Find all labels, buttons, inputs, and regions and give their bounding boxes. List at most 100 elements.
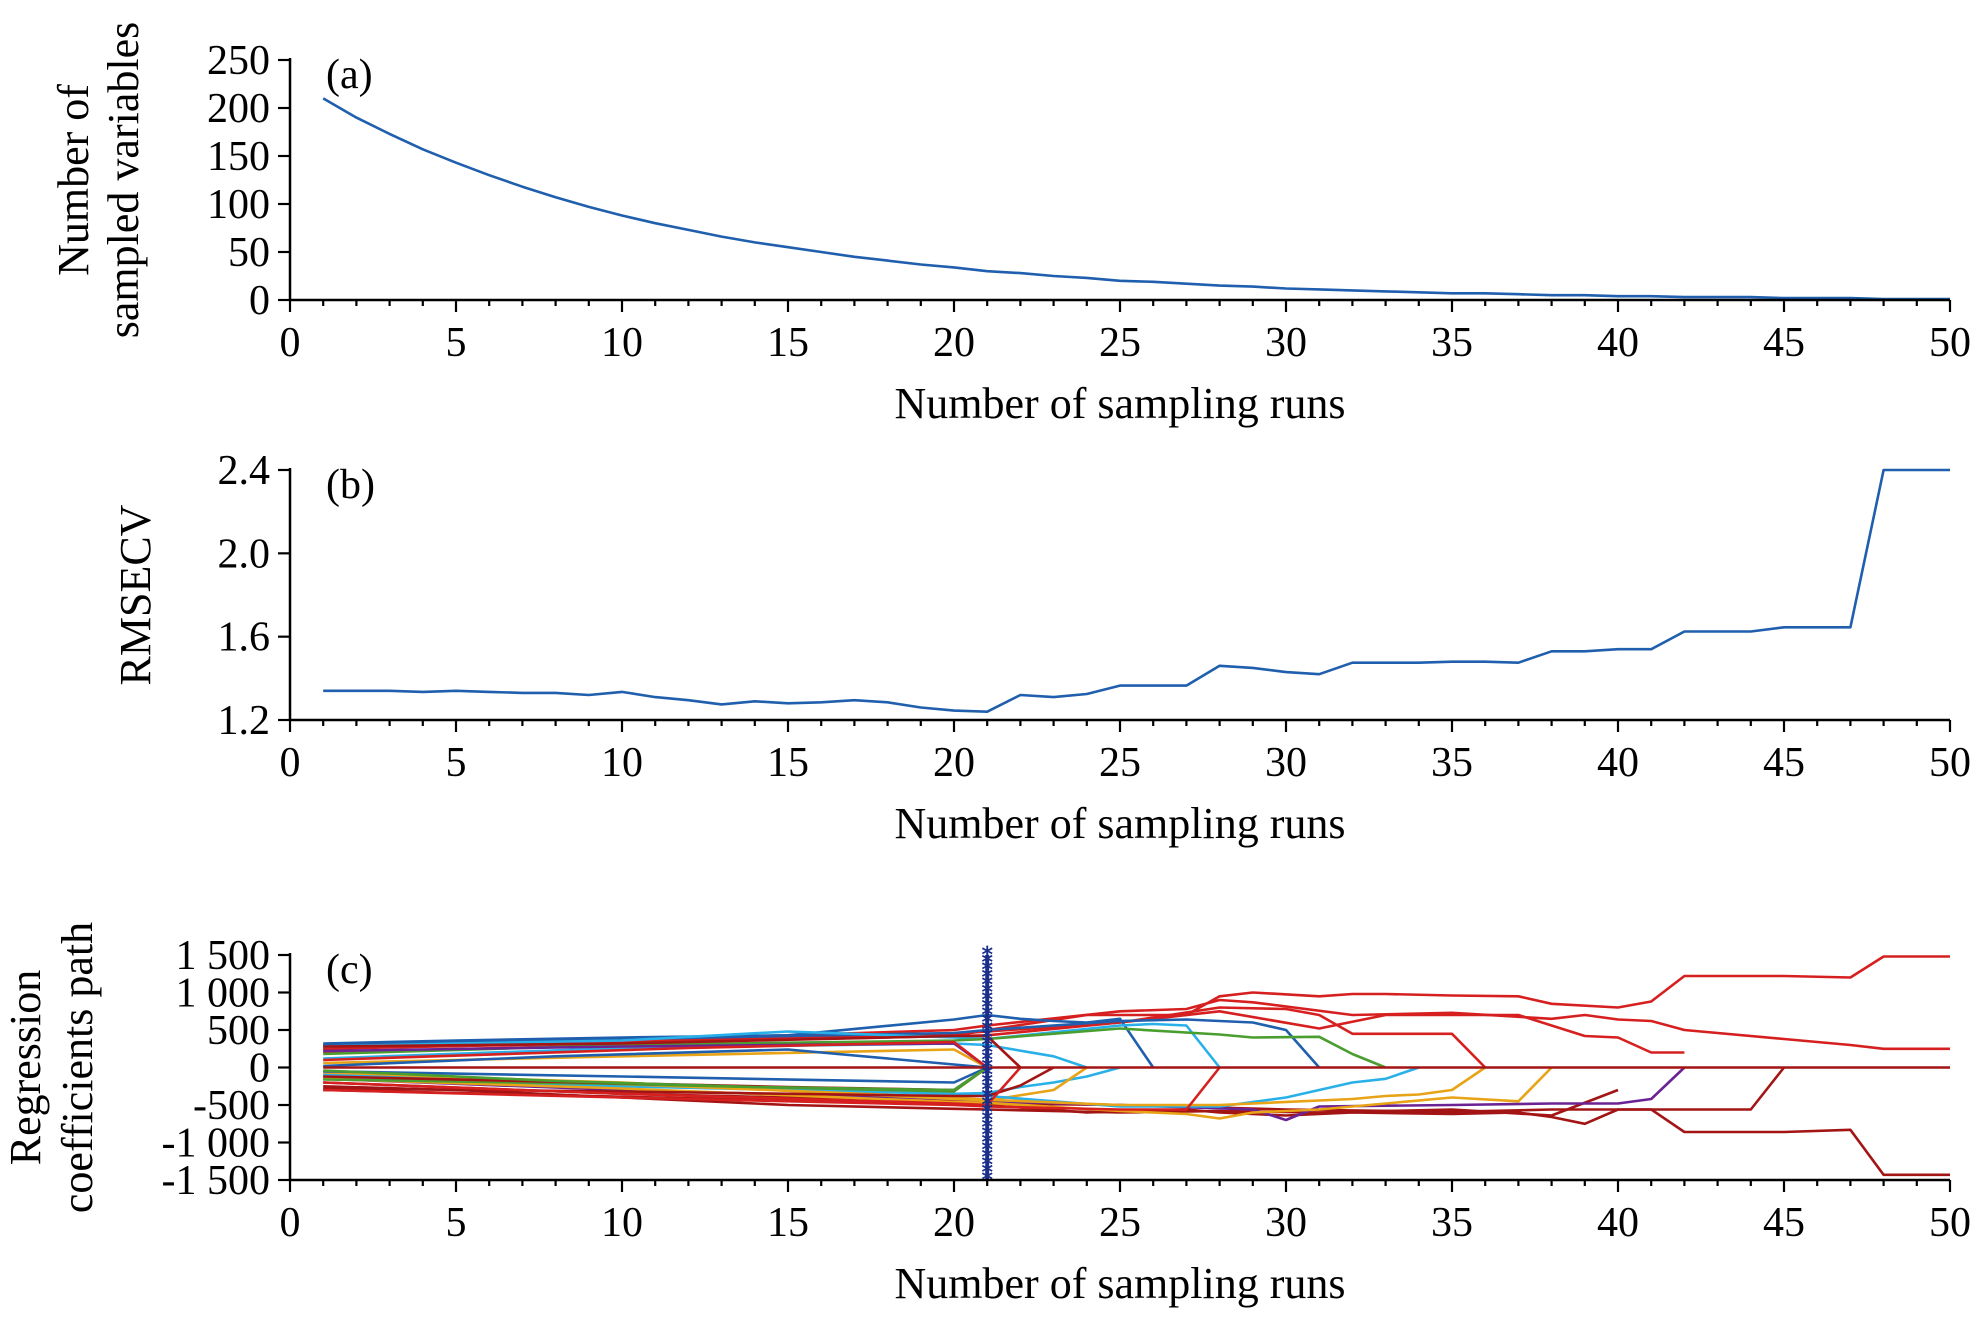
y-tick-label: 0 <box>249 1046 270 1092</box>
selected-run-marker: * <box>981 1093 993 1118</box>
x-tick-label: 50 <box>1929 740 1971 786</box>
selected-run-marker: * <box>981 1101 993 1126</box>
panel-label: (c) <box>326 947 373 993</box>
series-line-14 <box>323 1027 1387 1069</box>
series-line-30 <box>323 1048 988 1069</box>
panel-a: 0 5 10 15 20 25 30 35 40 45 50050100150200250Numbe… <box>49 22 1971 428</box>
series-line-13 <box>323 1042 1088 1069</box>
selected-run-marker: * <box>981 1153 993 1178</box>
y-tick-label: -1 000 <box>162 1121 271 1167</box>
series-line-10 <box>323 1018 1321 1069</box>
x-tick-label: 50 <box>1929 320 1971 366</box>
selected-run-marker: * <box>981 1116 993 1141</box>
y-axis-title: Number of <box>49 84 98 276</box>
x-tick-label: 15 <box>767 320 809 366</box>
x-tick-label: 20 <box>933 320 975 366</box>
selected-run-marker: * <box>981 1041 993 1066</box>
y-tick-label: 2.4 <box>218 448 271 494</box>
x-tick-label: 5 <box>446 740 467 786</box>
x-tick-label: 10 <box>601 320 643 366</box>
selected-run-marker: * <box>981 1026 993 1051</box>
x-axis-title: Number of sampling runs <box>895 799 1346 848</box>
x-tick-label: 30 <box>1265 320 1307 366</box>
panel-label: (b) <box>326 462 375 508</box>
selected-run-marker: * <box>981 951 993 976</box>
selected-run-marker: * <box>981 1003 993 1028</box>
selected-run-marker: * <box>981 1123 993 1148</box>
selected-run-marker: * <box>981 1011 993 1036</box>
selected-run-marker: * <box>981 1056 993 1081</box>
selected-run-marker: * <box>981 981 993 1006</box>
x-tick-label: 25 <box>1099 740 1141 786</box>
selected-run-marker: * <box>981 943 993 968</box>
x-tick-label: 40 <box>1597 740 1639 786</box>
x-tick-label: 20 <box>933 740 975 786</box>
selected-run-marker: * <box>981 1086 993 1111</box>
x-tick-label: 50 <box>1929 1200 1971 1246</box>
y-tick-label: 100 <box>207 182 270 228</box>
series-line-1 <box>322 97 1950 301</box>
selected-run-marker: * <box>981 1048 993 1073</box>
selected-run-marker: * <box>981 1138 993 1163</box>
y-tick-label: 0 <box>249 278 270 324</box>
series-line-24 <box>323 1066 988 1084</box>
series-line-18 <box>323 1066 1486 1107</box>
x-tick-label: 0 <box>280 1200 301 1246</box>
panel-b: 0 5 10 15 20 25 30 35 40 45 50 1.2 1.6 2.0 2.4 Number o… <box>111 448 1971 848</box>
series-line-1 <box>323 468 1950 714</box>
x-tick-label: 0 <box>280 740 301 786</box>
selected-run-marker: * <box>981 973 993 998</box>
x-tick-label: 25 <box>1099 320 1141 366</box>
x-tick-label: 45 <box>1763 320 1805 366</box>
x-tick-label: 45 <box>1763 740 1805 786</box>
x-tick-label: 15 <box>767 740 809 786</box>
x-tick-label: 0 <box>280 320 301 366</box>
panel-label: (a) <box>326 52 373 98</box>
x-tick-label: 30 <box>1265 1200 1307 1246</box>
x-tick-label: 45 <box>1763 1200 1805 1246</box>
x-axis-title: Number of sampling runs <box>895 379 1346 428</box>
series-line-11 <box>323 1022 1221 1069</box>
y-tick-label: 150 <box>207 134 270 180</box>
x-tick-label: 15 <box>767 1200 809 1246</box>
x-tick-label: 10 <box>601 740 643 786</box>
x-tick-label: 5 <box>446 320 467 366</box>
x-tick-label: 35 <box>1431 740 1473 786</box>
selected-run-marker: * <box>981 1108 993 1133</box>
y-axis-title: coefficients path <box>53 922 102 1213</box>
x-tick-label: 5 <box>446 1200 467 1246</box>
selected-run-marker: * <box>981 1146 993 1171</box>
selected-run-marker: * <box>981 1078 993 1103</box>
y-axis-title: sampled variables <box>99 22 148 338</box>
series-line-20 <box>323 1034 1022 1069</box>
selected-run-marker: * <box>981 996 993 1021</box>
y-tick-label: 50 <box>228 230 270 276</box>
series-line-2 <box>323 955 1950 1051</box>
y-tick-label: -1 500 <box>162 1158 271 1204</box>
y-tick-label: 1.6 <box>218 615 271 661</box>
y-tick-label: 1 000 <box>176 971 271 1017</box>
y-axis-title: Regression <box>1 970 50 1166</box>
x-tick-label: 35 <box>1431 1200 1473 1246</box>
series-line-3 <box>323 1088 1950 1177</box>
selected-run-marker: * <box>981 1131 993 1156</box>
selected-run-marker: * <box>981 988 993 1013</box>
selected-run-marker: * <box>981 958 993 983</box>
selected-run-marker: * <box>981 1071 993 1096</box>
x-tick-label: 40 <box>1597 1200 1639 1246</box>
x-tick-label: 35 <box>1431 320 1473 366</box>
y-tick-label: 2.0 <box>218 531 271 577</box>
selected-run-marker: * <box>981 966 993 991</box>
y-axis-title: RMSECV <box>111 504 160 685</box>
selected-run-marker: * <box>981 1018 993 1043</box>
series-line-29 <box>323 1066 988 1092</box>
series-line-28 <box>323 1040 988 1069</box>
y-tick-label: 1.2 <box>218 698 271 744</box>
x-tick-label: 20 <box>933 1200 975 1246</box>
y-tick-label: -500 <box>193 1083 270 1129</box>
x-tick-label: 25 <box>1099 1200 1141 1246</box>
y-tick-label: 500 <box>207 1008 270 1054</box>
series-line-16 <box>323 1066 1553 1120</box>
y-tick-label: 200 <box>207 86 270 132</box>
